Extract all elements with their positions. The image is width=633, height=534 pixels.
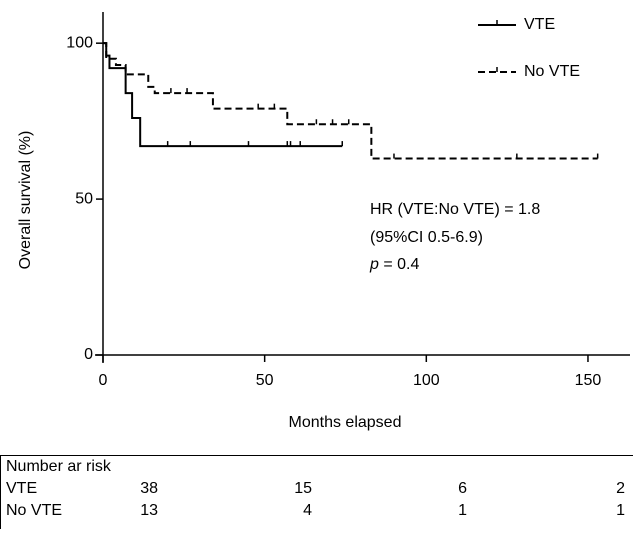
survival-curve: [103, 43, 598, 158]
p-symbol: p: [369, 256, 379, 273]
risk-value: 6: [458, 480, 467, 497]
annotation: p = 0.4: [369, 256, 419, 273]
p-text: = 0.4: [383, 256, 419, 273]
risk-value: 1: [616, 502, 625, 519]
risk-value: 2: [616, 480, 625, 497]
y-tick-label: 0: [84, 346, 93, 363]
risk-table-title: Number ar risk: [6, 458, 112, 475]
x-tick-label: 50: [256, 372, 274, 389]
annotation: HR (VTE:No VTE) = 1.8: [370, 201, 540, 218]
risk-value: 13: [140, 502, 158, 519]
risk-value: 15: [294, 480, 312, 497]
risk-value: 1: [458, 502, 467, 519]
risk-value: 38: [140, 480, 158, 497]
x-axis-label: Months elapsed: [289, 414, 402, 431]
survival-curve: [103, 43, 342, 146]
risk-row-label: VTE: [6, 480, 37, 497]
risk-row-label: No VTE: [6, 502, 62, 519]
x-tick-label: 100: [413, 372, 440, 389]
x-tick-label: 150: [575, 372, 602, 389]
risk-value: 4: [303, 502, 312, 519]
legend-label: VTE: [524, 16, 555, 33]
y-tick-label: 50: [75, 190, 93, 207]
y-tick-label: 100: [66, 34, 93, 51]
legend-label: No VTE: [524, 63, 580, 80]
y-axis-label: Overall survival (%): [17, 131, 34, 270]
annotation: (95%CI 0.5-6.9): [370, 229, 483, 246]
x-tick-label: 0: [99, 372, 108, 389]
